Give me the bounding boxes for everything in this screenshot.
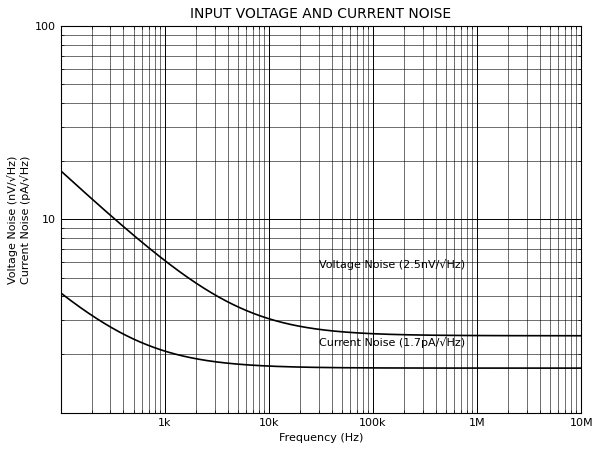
Title: INPUT VOLTAGE AND CURRENT NOISE: INPUT VOLTAGE AND CURRENT NOISE: [190, 7, 452, 21]
Y-axis label: Voltage Noise (nV/√Hz)
Current Noise (pA/√Hz): Voltage Noise (nV/√Hz) Current Noise (pA…: [7, 155, 31, 284]
Text: Voltage Noise (2.5nV/√Hz): Voltage Noise (2.5nV/√Hz): [319, 259, 465, 270]
Text: Current Noise (1.7pA/√Hz): Current Noise (1.7pA/√Hz): [319, 338, 465, 348]
X-axis label: Frequency (Hz): Frequency (Hz): [279, 433, 363, 443]
